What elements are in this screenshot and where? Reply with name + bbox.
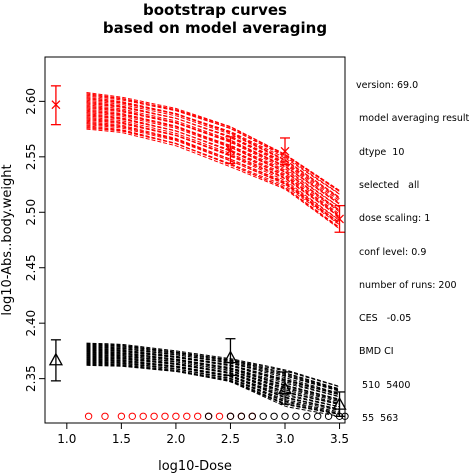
bmd-point: [117, 412, 126, 420]
y-axis-label: log10-Abs..body.weight: [0, 164, 15, 315]
chart-title: bootstrap curves: [143, 1, 287, 19]
bmd-point: [215, 412, 224, 420]
info-line: version: 69.0: [356, 80, 419, 92]
bootstrap-curve: [86, 96, 340, 198]
chart-marks: [48, 85, 349, 420]
info-line: number of runs: 200: [356, 279, 457, 291]
bootstrap-curve: [86, 114, 340, 215]
bootstrap-curve: [86, 345, 340, 391]
bmd-point: [303, 412, 311, 420]
bootstrap-curve: [86, 355, 340, 405]
info-line: 510 5400: [356, 379, 411, 391]
bootstrap-curve: [86, 352, 340, 401]
observed-mean-marker: [280, 146, 290, 156]
y-tick-label: 2.45: [24, 254, 38, 281]
bmd-point: [314, 412, 322, 420]
bmd-point: [84, 412, 93, 420]
bootstrap-curve: [86, 120, 340, 224]
y-tick-label: 2.40: [24, 310, 38, 337]
bootstrap-curve: [86, 115, 340, 213]
info-line: selected all: [356, 180, 420, 192]
bootstrap-curve: [86, 105, 340, 208]
bootstrap-curve: [86, 93, 340, 195]
bmd-point: [150, 412, 158, 420]
info-line: dose scaling: 1: [356, 213, 431, 225]
info-line: BMD CI: [356, 346, 394, 358]
info-line: conf level: 0.9: [356, 246, 427, 258]
x-tick-label: 2.0: [166, 432, 185, 446]
run-info-panel: version: 69.0 model averaging result dty…: [356, 58, 474, 435]
bmd-point: [194, 412, 202, 420]
bmd-point: [259, 412, 267, 420]
info-line: CES -0.05: [356, 313, 412, 325]
observed-mean-marker: [225, 145, 235, 155]
bmd-point: [237, 412, 246, 420]
bootstrap-curve: [86, 117, 340, 221]
bootstrap-curve: [86, 100, 340, 204]
bootstrap-curves: [86, 92, 340, 417]
bmd-point: [281, 412, 289, 420]
observed-mean-marker: [48, 352, 64, 366]
bootstrap-curve: [86, 103, 340, 200]
bootstrap-curve: [86, 362, 340, 415]
y-tick-label: 2.35: [24, 365, 38, 392]
bootstrap-curve: [86, 360, 340, 414]
bmd-point: [139, 412, 147, 420]
bmd-point: [183, 412, 191, 420]
bootstrap-curve: [86, 92, 340, 192]
bmd-point: [172, 412, 180, 420]
bootstrap-curve: [86, 128, 340, 230]
info-line: 55 563: [356, 413, 399, 424]
bootstrap-curve: [86, 356, 340, 408]
bmd-point: [101, 412, 109, 420]
bootstrap-curve: [86, 348, 340, 397]
chart-subtitle: based on model averaging: [102, 19, 328, 37]
bmd-point: [292, 412, 300, 420]
bootstrap-curve: [86, 113, 340, 216]
bootstrap-curve: [86, 348, 340, 396]
bootstrap-curve: [86, 343, 340, 390]
bootstrap-curve: [86, 108, 340, 211]
bootstrap-curve: [86, 125, 340, 229]
bootstrap-curve: [86, 95, 340, 192]
info-line: model averaging result: [356, 113, 470, 125]
observed-mean-marker: [223, 350, 238, 364]
bmd-point: [204, 412, 213, 420]
bootstrap-curve: [86, 104, 340, 205]
axes: 1.0 1.5 2.0 2.5 3.0 3.5 2.35 2.40 2.45 2.50 2.55 2.…: [24, 88, 349, 446]
bmd-point: [226, 412, 235, 420]
bmd-point: [161, 412, 169, 420]
x-axis-label: log10-Dose: [158, 459, 232, 474]
bootstrap-curve: [86, 121, 340, 225]
bootstrap-curve: [86, 358, 340, 410]
observed-mean-marker: [335, 214, 345, 224]
x-tick-label: 1.0: [57, 432, 76, 446]
bmd-point: [128, 412, 137, 420]
bootstrap-curve: [86, 109, 340, 212]
bootstrap-curve: [86, 342, 340, 387]
bmd-point: [270, 412, 278, 420]
bootstrap-curve: [86, 346, 340, 394]
bmd-point: [248, 412, 257, 420]
bmd-point: [324, 412, 333, 420]
bootstrap-curve: [86, 350, 340, 400]
x-tick-label: 1.5: [112, 432, 131, 446]
observed-mean-marker: [277, 381, 293, 395]
x-tick-label: 3.0: [275, 432, 294, 446]
bootstrap-curve: [86, 116, 340, 217]
plot-frame: [44, 56, 346, 424]
x-tick-label: 3.5: [330, 432, 349, 446]
info-line: dtype 10: [356, 146, 405, 158]
bootstrap-curve: [86, 363, 340, 417]
x-tick-label: 2.5: [221, 432, 240, 446]
y-tick-label: 2.50: [24, 199, 38, 226]
y-tick-label: 2.55: [24, 143, 38, 170]
observed-mean-marker: [332, 396, 347, 410]
y-tick-label: 2.60: [24, 88, 38, 115]
observed-mean-marker: [51, 100, 61, 110]
bootstrap-curve: [86, 353, 340, 404]
